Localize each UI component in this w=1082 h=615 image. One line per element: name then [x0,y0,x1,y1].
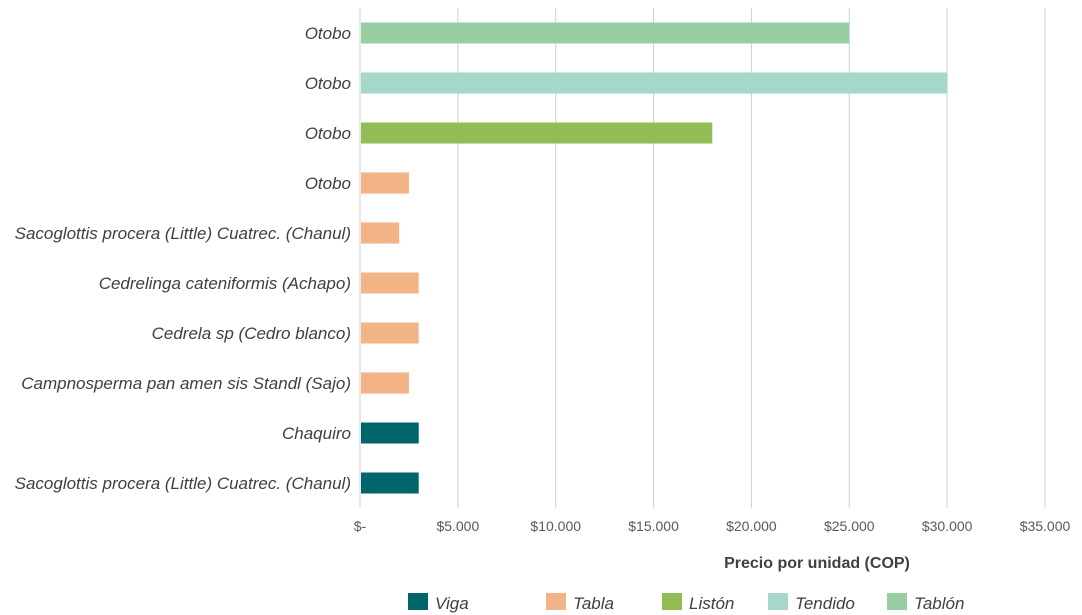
category-label: Chaquiro [282,424,351,443]
x-tick-label: $15.000 [628,518,679,534]
legend-swatch [662,593,682,610]
legend-label: Tablón [914,594,964,613]
legend-swatch [768,593,788,610]
x-axis-title: Precio por unidad (COP) [724,555,910,572]
bar [361,322,419,344]
category-label: Otobo [305,174,351,193]
legend: Viga Tabla Listón Tendido Tablón [408,593,964,613]
legend-label: Listón [689,594,734,613]
category-label: Campnosperma pan amen sis Standl (Sajo) [21,374,351,393]
bar [361,272,419,294]
legend-item: Viga [408,593,469,613]
bar [361,72,948,94]
x-tick-label: $20.000 [726,518,777,534]
bar [361,122,713,144]
category-label: Sacoglottis procera (Little) Cuatrec. (C… [15,474,351,493]
legend-item: Listón [662,593,734,613]
legend-label: Viga [435,594,469,613]
bar [361,22,850,44]
legend-swatch [408,593,428,610]
legend-swatch [887,593,907,610]
bar [361,222,400,244]
legend-swatch [546,593,566,610]
x-tick-labels: $- $5.000 $10.000 $15.000 $20.000 $25.000 $30.… [354,518,1071,534]
legend-item: Tabla [546,593,614,613]
category-label: Sacoglottis procera (Little) Cuatrec. (C… [15,224,351,243]
category-label: Otobo [305,74,351,93]
category-label: Otobo [305,124,351,143]
x-tick-label: $10.000 [530,518,581,534]
bar [361,472,419,494]
x-tick-label: $25.000 [824,518,875,534]
x-tick-label: $5.000 [436,518,479,534]
bar [361,422,419,444]
bar [361,172,409,194]
category-label: Cedrelinga cateniformis (Achapo) [99,274,351,293]
bar [361,372,409,394]
category-label: Cedrela sp (Cedro blanco) [152,324,351,343]
legend-label: Tendido [795,594,855,613]
x-tick-label: $35.000 [1020,518,1071,534]
x-tick-label: $30.000 [922,518,973,534]
x-tick-label: $- [354,518,367,534]
legend-label: Tabla [573,594,614,613]
legend-item: Tablón [887,593,964,613]
bars [361,22,948,494]
category-labels: Otobo Otobo Otobo Otobo Sacoglottis procera … [15,24,351,493]
legend-item: Tendido [768,593,855,613]
category-label: Otobo [305,24,351,43]
